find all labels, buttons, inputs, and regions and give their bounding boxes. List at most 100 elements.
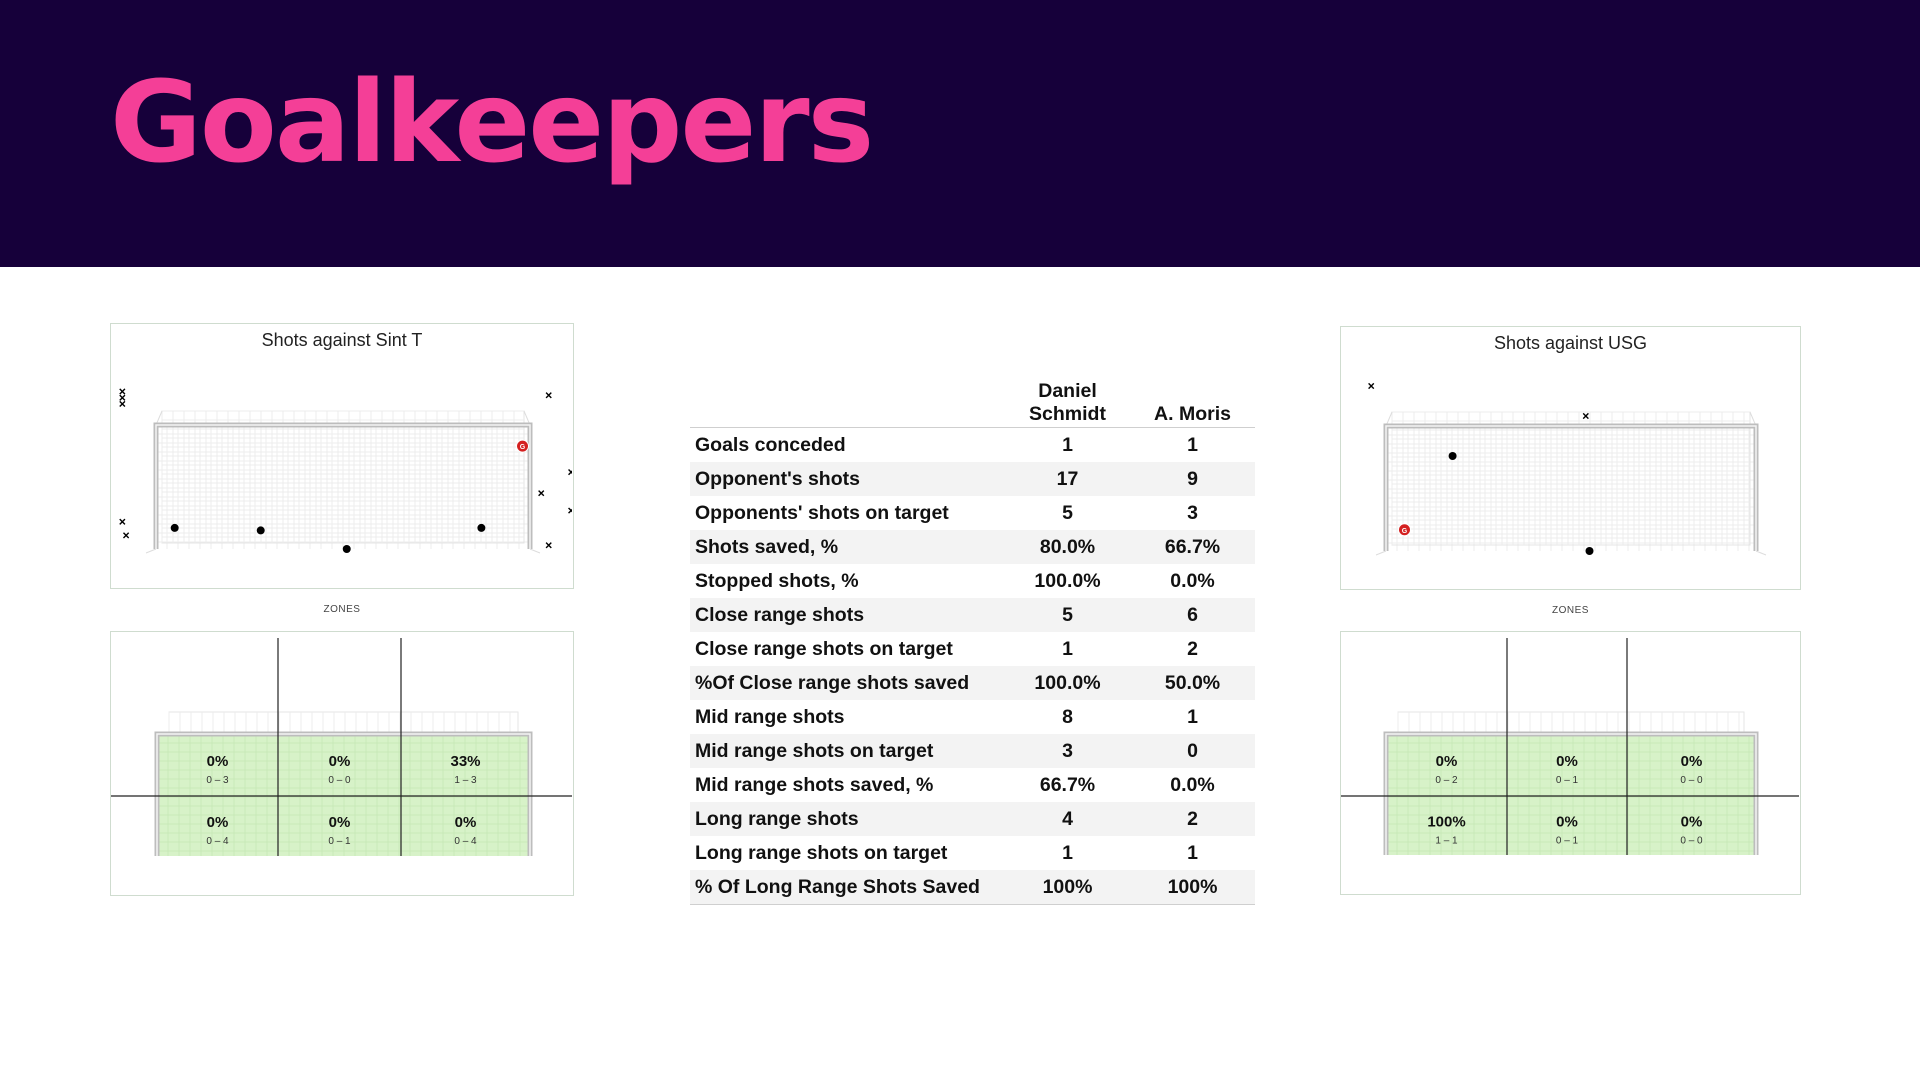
zones-map-left: 0% 0 – 3 0% 0 – 0 33% 1 – 3 0% 0 – 4 0% 0 – 1 0% 0 …	[110, 631, 574, 896]
shot-miss-marker	[568, 469, 572, 476]
table-row: Long range shots on target 1 1	[690, 836, 1255, 870]
shot-goal-label: G	[1402, 528, 1408, 535]
table-row: Close range shots on target 1 2	[690, 632, 1255, 666]
stat-label: Mid range shots	[695, 705, 845, 728]
zone-ratio-label: 0 – 1	[1556, 775, 1579, 786]
zone-ratio-label: 0 – 1	[328, 836, 351, 847]
stat-label: Mid range shots saved, %	[695, 773, 934, 796]
shot-map-left-title: Shots against Sint T	[261, 330, 423, 350]
shot-save-marker	[477, 523, 486, 532]
stat-value-keeper-b: 50.0%	[1130, 666, 1255, 700]
zone-percent-label: 0%	[329, 753, 351, 770]
stat-value-keeper-a: 1	[1062, 637, 1073, 660]
zone-percent-label: 0%	[1681, 753, 1703, 770]
zone-percent-label: 0%	[207, 814, 229, 831]
stat-label: % Of Long Range Shots Saved	[690, 870, 1005, 905]
goal-frame-highlight	[1385, 425, 1757, 551]
stat-value-keeper-a: 1	[1062, 433, 1073, 456]
goal-frame-highlight	[156, 733, 531, 856]
zone-ratio-label: 0 – 4	[454, 836, 477, 847]
shot-save-marker	[1448, 452, 1457, 460]
stat-value-keeper-a: 4	[1005, 802, 1130, 836]
table-row: %Of Close range shots saved 100.0% 50.0%	[690, 666, 1255, 700]
stat-label: Close range shots on target	[695, 637, 953, 660]
stat-value-keeper-b: 0.0%	[1170, 569, 1215, 592]
goal-frame-highlight	[1385, 733, 1757, 855]
stat-value-keeper-b: 0.0%	[1170, 773, 1215, 796]
stat-value-keeper-b: 100%	[1130, 870, 1255, 905]
zones-map-right-svg: 0% 0 – 2 0% 0 – 1 0% 0 – 0 100% 1 – 1 0% 0 – 1 0% 0…	[1341, 638, 1799, 855]
zones-caption-left: ZONES	[323, 604, 361, 615]
goal-net-back	[1397, 711, 1745, 735]
stat-value-keeper-a: 1	[1062, 841, 1073, 864]
shot-miss-marker	[545, 392, 552, 399]
stat-value-keeper-b: 1	[1187, 705, 1198, 728]
shot-map-left-svg: G	[119, 388, 572, 554]
shot-save-marker	[342, 545, 351, 553]
zone-ratio-label: 0 – 3	[206, 775, 229, 786]
stat-value-keeper-a: 5	[1005, 598, 1130, 632]
table-row: Long range shots 4 2	[690, 802, 1255, 836]
shot-miss-marker	[119, 518, 126, 525]
zone-percent-label: 0%	[1556, 753, 1578, 770]
table-row: Opponent's shots 17 9	[690, 462, 1255, 496]
goal-net-ground	[1375, 550, 1387, 556]
stat-label: Close range shots	[690, 598, 1005, 632]
zone-ratio-label: 0 – 0	[1680, 836, 1703, 847]
stat-label: Opponent's shots	[690, 462, 1005, 496]
stat-label: Mid range shots on target	[690, 734, 1005, 768]
shot-goal-marker	[1398, 523, 1411, 537]
zone-percent-label: 0%	[455, 814, 477, 831]
zone-ratio-label: 0 – 1	[1556, 836, 1579, 847]
stat-value-keeper-a: 100.0%	[1034, 569, 1101, 592]
zone-ratio-label: 0 – 4	[206, 836, 229, 847]
table-row: Opponents' shots on target 5 3	[690, 496, 1255, 530]
stat-value-keeper-a: 100.0%	[1005, 666, 1130, 700]
zone-percent-label: 0%	[329, 814, 351, 831]
stat-label: Long range shots	[690, 802, 1005, 836]
table-row: Close range shots 5 6	[690, 598, 1255, 632]
zone-ratio-label: 0 – 0	[328, 775, 351, 786]
table-header-blank	[690, 380, 1005, 428]
zone-percent-label: 0%	[207, 753, 229, 770]
table-row: Mid range shots saved, % 66.7% 0.0%	[690, 768, 1255, 802]
shot-miss-marker	[122, 532, 130, 539]
stat-label: Long range shots on target	[695, 841, 948, 864]
shot-save-marker	[256, 526, 265, 535]
stat-value-keeper-a: 100%	[1005, 870, 1130, 905]
zone-percent-label: 100%	[1427, 814, 1465, 831]
zones-map-right: 0% 0 – 2 0% 0 – 1 0% 0 – 0 100% 1 – 1 0% 0 – 1 0% 0…	[1340, 631, 1801, 895]
page-title: Goalkeepers	[110, 58, 874, 188]
shot-goal-label: G	[520, 444, 526, 451]
shot-miss-marker	[545, 542, 552, 549]
stat-value-keeper-b: 6	[1130, 598, 1255, 632]
goal-net-ground	[145, 548, 157, 554]
table-row: Mid range shots on target 3 0	[690, 734, 1255, 768]
zones-map-left-svg: 0% 0 – 3 0% 0 – 0 33% 1 – 3 0% 0 – 4 0% 0 – 1 0% 0 …	[111, 638, 572, 856]
zone-ratio-label: 0 – 0	[1680, 775, 1703, 786]
stat-value-keeper-a: 80.0%	[1005, 530, 1130, 564]
shot-miss-marker	[119, 394, 126, 401]
stat-value-keeper-b: 66.7%	[1130, 530, 1255, 564]
shot-miss-marker	[1582, 412, 1589, 420]
table-row: % Of Long Range Shots Saved 100% 100%	[690, 870, 1255, 905]
shot-map-left: Shots against Sint T G	[110, 323, 574, 589]
zones-fill	[157, 734, 530, 856]
zone-percent-label: 33%	[450, 753, 480, 770]
stat-label: %Of Close range shots saved	[690, 666, 1005, 700]
stat-value-keeper-a: 3	[1005, 734, 1130, 768]
shot-miss-marker	[119, 388, 126, 395]
stat-value-keeper-b: 1	[1187, 841, 1198, 864]
stat-label: Opponents' shots on target	[695, 501, 949, 524]
stat-value-keeper-a: 66.7%	[1039, 773, 1096, 796]
stat-value-keeper-b: 0	[1130, 734, 1255, 768]
shot-miss-marker	[119, 400, 126, 408]
stat-value-keeper-a: 5	[1062, 501, 1073, 524]
zone-ratio-label: 0 – 2	[1435, 775, 1458, 786]
table-header-row: Daniel Schmidt A. Moris	[690, 380, 1255, 428]
shot-miss-marker	[538, 490, 545, 497]
goal-net-ground	[1755, 550, 1767, 556]
table-row: Goals conceded 1 1	[690, 428, 1255, 463]
zone-percent-label: 0%	[1556, 814, 1578, 831]
stat-value-keeper-b: 3	[1187, 501, 1198, 524]
